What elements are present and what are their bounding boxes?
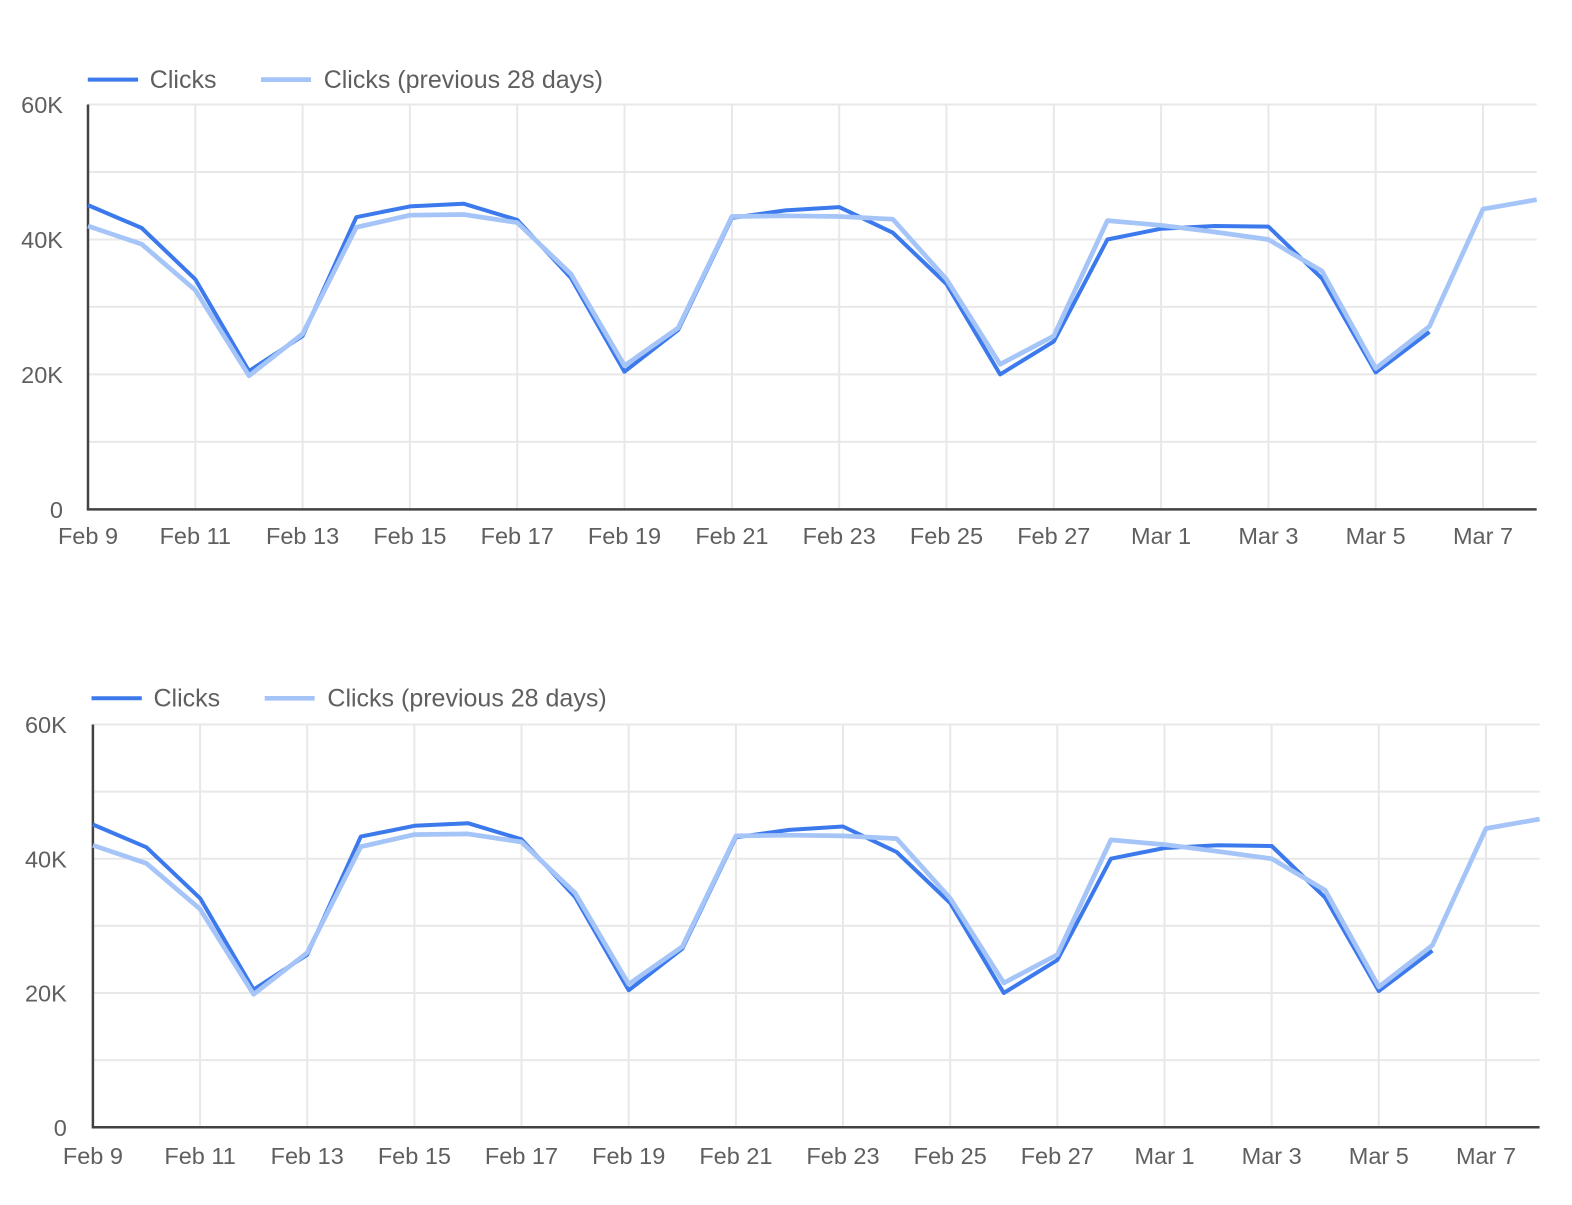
svg-text:Feb 25: Feb 25 [910, 523, 983, 549]
svg-text:Feb 17: Feb 17 [485, 1143, 558, 1169]
svg-text:Feb 27: Feb 27 [1021, 1143, 1094, 1169]
svg-text:Feb 17: Feb 17 [481, 523, 554, 549]
svg-text:Feb 11: Feb 11 [160, 523, 231, 549]
svg-text:Feb 23: Feb 23 [803, 523, 876, 549]
svg-text:Mar 1: Mar 1 [1134, 1143, 1194, 1169]
svg-text:Mar 5: Mar 5 [1349, 1143, 1409, 1169]
svg-text:20K: 20K [21, 362, 63, 388]
svg-text:0: 0 [54, 1115, 67, 1141]
svg-text:Feb 13: Feb 13 [271, 1143, 344, 1169]
svg-text:Clicks: Clicks [150, 66, 217, 94]
svg-text:Feb 9: Feb 9 [58, 523, 118, 549]
svg-text:Feb 23: Feb 23 [806, 1143, 879, 1169]
svg-text:0: 0 [50, 497, 63, 523]
svg-text:Feb 11: Feb 11 [164, 1143, 235, 1169]
svg-text:Mar 5: Mar 5 [1346, 523, 1406, 549]
svg-text:Mar 3: Mar 3 [1238, 523, 1298, 549]
svg-text:Clicks (previous 28 days): Clicks (previous 28 days) [324, 66, 603, 94]
svg-text:40K: 40K [25, 846, 67, 872]
svg-text:60K: 60K [21, 92, 63, 118]
svg-text:Feb 13: Feb 13 [266, 523, 339, 549]
svg-text:Feb 27: Feb 27 [1017, 523, 1090, 549]
svg-text:Mar 1: Mar 1 [1131, 523, 1191, 549]
svg-text:Feb 15: Feb 15 [378, 1143, 451, 1169]
svg-text:Clicks (previous 28 days): Clicks (previous 28 days) [327, 685, 606, 713]
svg-text:Feb 9: Feb 9 [63, 1143, 123, 1169]
svg-text:Feb 25: Feb 25 [914, 1143, 987, 1169]
svg-text:Feb 19: Feb 19 [592, 1143, 665, 1169]
svg-text:Mar 7: Mar 7 [1453, 523, 1513, 549]
svg-text:Mar 7: Mar 7 [1456, 1143, 1516, 1169]
svg-text:Feb 15: Feb 15 [373, 523, 446, 549]
svg-text:Feb 21: Feb 21 [695, 523, 768, 549]
svg-text:Feb 19: Feb 19 [588, 523, 661, 549]
svg-text:Feb 21: Feb 21 [699, 1143, 772, 1169]
svg-text:20K: 20K [25, 981, 67, 1007]
svg-text:Clicks: Clicks [154, 685, 221, 713]
svg-text:60K: 60K [25, 712, 67, 738]
svg-text:Mar 3: Mar 3 [1242, 1143, 1302, 1169]
svg-text:40K: 40K [21, 227, 63, 253]
